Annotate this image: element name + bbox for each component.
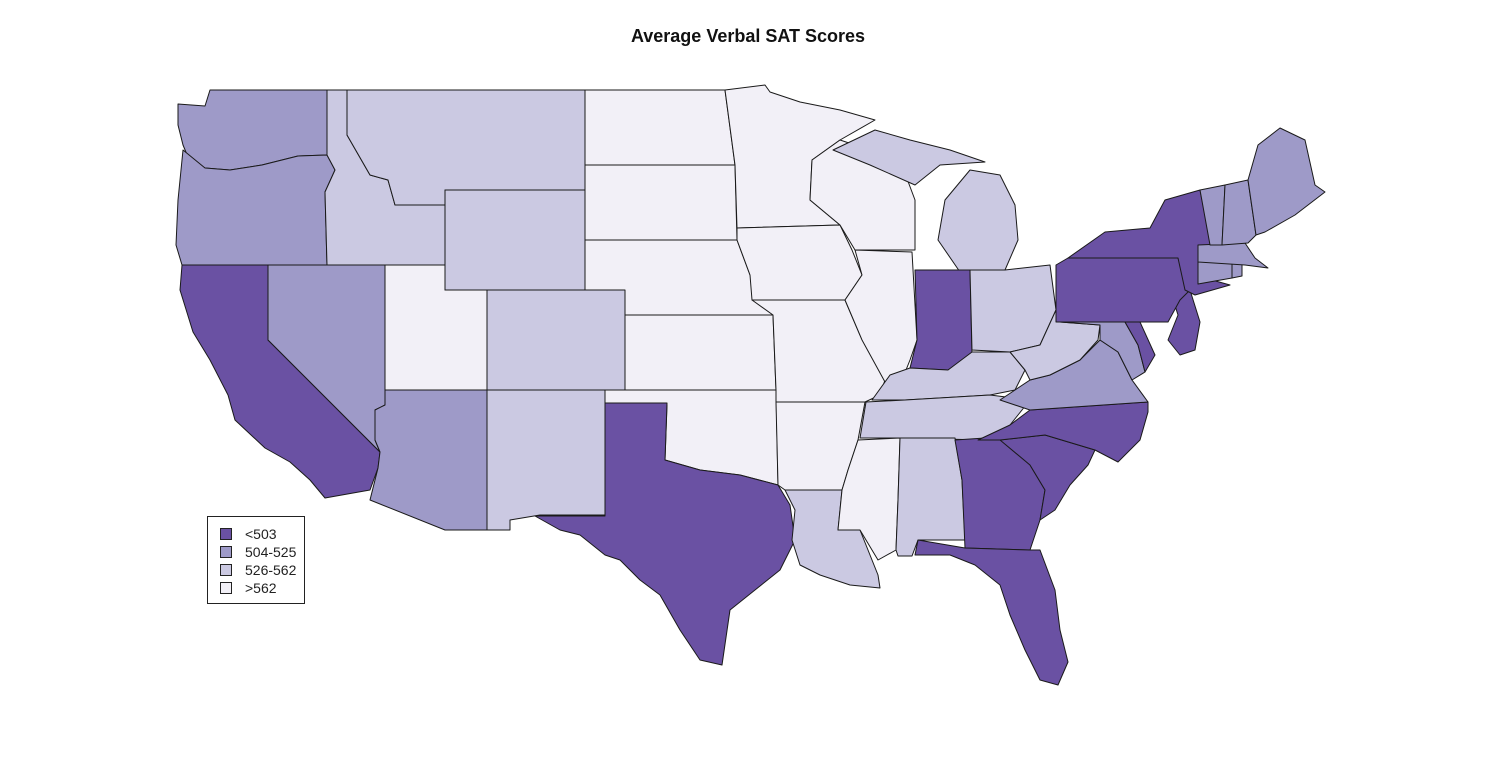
state-kansas	[624, 314, 777, 391]
state-arizona	[369, 389, 488, 531]
legend-item: 504-525	[220, 543, 304, 561]
state-colorado	[486, 289, 626, 391]
legend-label: >562	[245, 580, 277, 596]
state-west-virginia	[1009, 309, 1101, 381]
legend: <503 504-525 526-562 >562	[207, 516, 305, 604]
state-south-dakota	[584, 164, 738, 241]
state-texas	[534, 402, 796, 666]
legend-item: <503	[220, 525, 304, 543]
legend-item: >562	[220, 579, 304, 597]
state-indiana	[909, 269, 973, 371]
state-new-mexico	[486, 389, 606, 531]
state-wyoming	[444, 189, 586, 291]
legend-swatch	[220, 582, 232, 594]
legend-swatch	[220, 564, 232, 576]
state-iowa	[736, 224, 863, 301]
state-connecticut	[1197, 261, 1233, 285]
state-michigan	[832, 129, 1019, 273]
legend-item: 526-562	[220, 561, 304, 579]
legend-label: 526-562	[245, 562, 297, 578]
state-north-carolina	[977, 401, 1149, 463]
state-maine	[1247, 127, 1326, 236]
state-alabama	[895, 437, 966, 557]
state-new-hampshire	[1221, 179, 1257, 246]
legend-swatch	[220, 528, 232, 540]
state-florida	[914, 539, 1069, 686]
state-north-dakota	[584, 89, 736, 166]
map-title: Average Verbal SAT Scores	[630, 26, 866, 46]
state-pennsylvania	[1055, 257, 1191, 323]
state-oregon	[175, 149, 336, 266]
legend-swatch	[220, 546, 232, 558]
legend-label: 504-525	[245, 544, 297, 560]
legend-label: <503	[245, 526, 277, 542]
